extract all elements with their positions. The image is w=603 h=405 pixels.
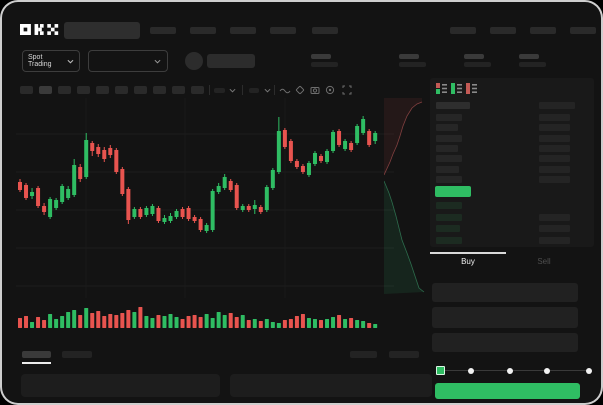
- toolbar-button[interactable]: [58, 86, 71, 94]
- bottom-bar-action[interactable]: [389, 351, 419, 358]
- search-input[interactable]: [64, 22, 140, 39]
- nav-item[interactable]: [450, 27, 476, 34]
- ticker-stat-value: [311, 62, 338, 67]
- nav-item[interactable]: [312, 27, 338, 34]
- ticker-stat-label: [519, 54, 539, 59]
- buy-tab-underline: [430, 252, 506, 254]
- slider-stop[interactable]: [507, 367, 514, 374]
- orderbook-asks-view-icon[interactable]: [466, 83, 477, 94]
- nav-item[interactable]: [490, 27, 516, 34]
- bottom-tab-underline: [22, 362, 51, 364]
- chevron-down-icon: [67, 59, 74, 64]
- okx-logo[interactable]: [20, 23, 60, 36]
- nav-item[interactable]: [230, 27, 256, 34]
- bottom-panel-right: [230, 374, 432, 397]
- candlestick-chart[interactable]: [16, 98, 394, 298]
- line-chart-style-icon[interactable]: [279, 87, 291, 94]
- chevron-down-icon: [154, 59, 161, 64]
- ticker-stat-label: [464, 54, 484, 59]
- tab-sell[interactable]: Sell: [537, 257, 551, 266]
- toolbar-button[interactable]: [134, 86, 147, 94]
- slider-stop[interactable]: [586, 367, 592, 374]
- fullscreen-icon[interactable]: [342, 85, 352, 95]
- ticker-stat-value: [399, 62, 426, 67]
- buy-submit-button[interactable]: [435, 383, 580, 399]
- toolbar-divider: [242, 85, 243, 95]
- nav-item[interactable]: [150, 27, 176, 34]
- toolbar-divider: [209, 85, 210, 95]
- order-form-field[interactable]: [432, 307, 578, 328]
- orderbook-bids-view-icon[interactable]: [451, 83, 462, 94]
- nav-item[interactable]: [530, 27, 556, 34]
- last-price-badge[interactable]: [435, 186, 471, 197]
- orderbook-split-view-icon[interactable]: [436, 83, 447, 94]
- tab-buy[interactable]: Buy: [461, 257, 475, 266]
- nav-item[interactable]: [270, 27, 296, 34]
- nav-item[interactable]: [570, 27, 596, 34]
- nav-item[interactable]: [190, 27, 216, 34]
- eraser-icon[interactable]: [295, 85, 305, 95]
- pair-name-placeholder: [207, 54, 255, 68]
- ticker-stat-label: [311, 54, 331, 59]
- toolbar-button[interactable]: [20, 86, 33, 94]
- toolbar-button[interactable]: [96, 86, 109, 94]
- toolbar-button[interactable]: [172, 86, 185, 94]
- chevron-down-icon[interactable]: [229, 88, 236, 93]
- ticker-stat-label: [399, 54, 419, 59]
- toolbar-button[interactable]: [77, 86, 90, 94]
- toolbar-divider: [274, 85, 275, 95]
- slider-stop[interactable]: [544, 367, 551, 374]
- settings-icon[interactable]: [325, 85, 335, 95]
- toolbar-button[interactable]: [115, 86, 128, 94]
- toolbar-button-active[interactable]: [39, 86, 52, 94]
- indicator-dropdown[interactable]: [214, 88, 225, 93]
- coin-avatar: [185, 52, 203, 70]
- slider-handle[interactable]: [435, 366, 445, 375]
- toolbar-button[interactable]: [191, 86, 204, 94]
- timeframe-dropdown[interactable]: [249, 88, 259, 93]
- pair-dropdown[interactable]: [88, 50, 168, 72]
- bottom-tab-active[interactable]: [22, 351, 51, 358]
- ticker-stat-value: [464, 62, 491, 67]
- amount-slider-track[interactable]: [440, 370, 589, 371]
- toolbar-button[interactable]: [153, 86, 166, 94]
- order-form-field[interactable]: [432, 333, 578, 352]
- ticker-stat-value: [519, 62, 546, 67]
- bottom-panel-left: [21, 374, 220, 397]
- depth-chart: [384, 98, 425, 294]
- trading-mode-label: Spot Trading: [28, 54, 52, 68]
- bottom-bar-action[interactable]: [350, 351, 377, 358]
- bottom-tab[interactable]: [62, 351, 92, 358]
- camera-icon[interactable]: [310, 85, 320, 95]
- volume-chart: [18, 307, 378, 328]
- order-form-field[interactable]: [432, 283, 578, 302]
- chevron-down-icon[interactable]: [264, 88, 271, 93]
- trading-mode-dropdown[interactable]: Spot Trading: [22, 50, 80, 72]
- slider-stop[interactable]: [468, 367, 475, 374]
